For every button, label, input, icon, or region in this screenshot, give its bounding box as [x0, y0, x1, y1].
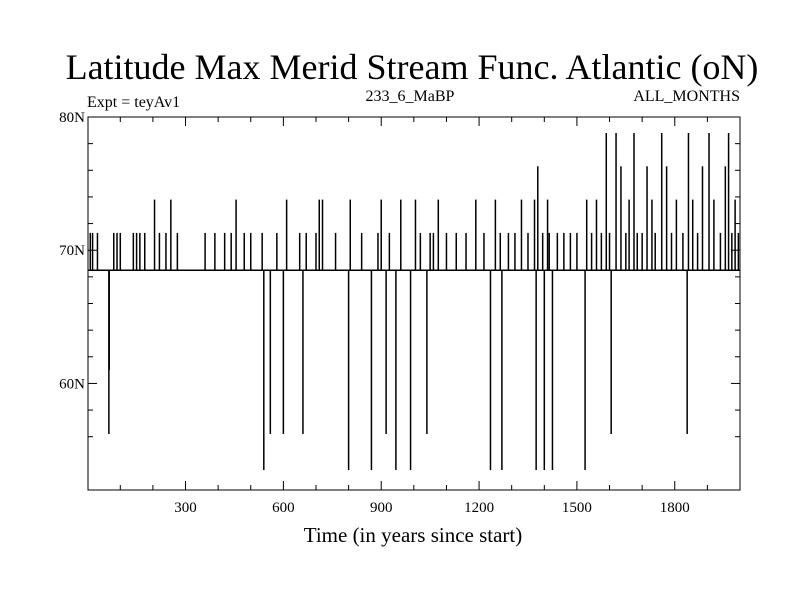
- x-tick-label: 600: [272, 500, 295, 516]
- x-axis-label: Time (in years since start): [304, 523, 523, 547]
- plot-frame: [87, 116, 741, 491]
- x-tick-label: 1800: [660, 500, 690, 516]
- subtitle-period: 233_6_MaBP: [366, 88, 455, 105]
- x-tick-label: 1200: [464, 500, 494, 516]
- axes: 300 600 900 1200 1500 1800 60N 70N 80N: [59, 110, 741, 516]
- chart-title: Latitude Max Merid Stream Func. Atlantic…: [66, 47, 759, 87]
- subtitle-experiment: Expt = teyAv1: [87, 94, 180, 111]
- y-tick-label: 70N: [59, 243, 85, 259]
- subtitle-months: ALL_MONTHS: [633, 88, 740, 105]
- plot-data: [88, 132, 740, 471]
- x-tick-label: 300: [174, 500, 197, 516]
- y-tick-label: 80N: [59, 110, 85, 126]
- x-tick-label: 1500: [562, 500, 592, 516]
- y-tick-label: 60N: [59, 376, 85, 392]
- x-tick-label: 900: [370, 500, 393, 516]
